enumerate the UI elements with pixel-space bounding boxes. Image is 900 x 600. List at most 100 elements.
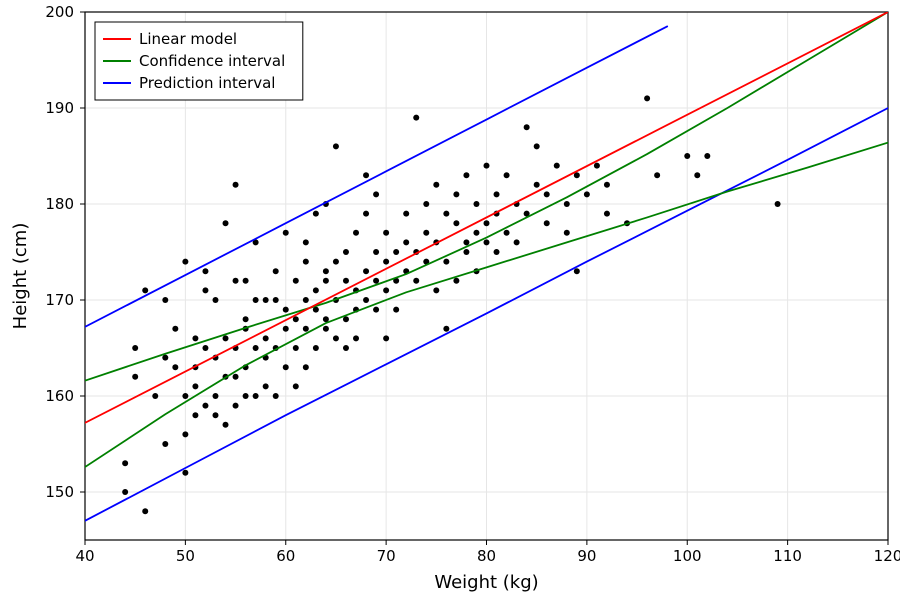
scatter-point (263, 297, 269, 303)
scatter-point (263, 383, 269, 389)
x-tick-label: 50 (176, 547, 195, 565)
scatter-point (243, 278, 249, 284)
scatter-point (353, 230, 359, 236)
scatter-point (283, 230, 289, 236)
scatter-point (202, 403, 208, 409)
legend-label: Confidence interval (139, 52, 285, 70)
scatter-point (463, 249, 469, 255)
scatter-point (554, 163, 560, 169)
x-tick-label: 60 (276, 547, 295, 565)
x-tick-label: 40 (75, 547, 94, 565)
y-tick-label: 200 (45, 3, 74, 21)
scatter-point (313, 287, 319, 293)
scatter-point (343, 345, 349, 351)
scatter-point (423, 201, 429, 207)
scatter-point (473, 230, 479, 236)
scatter-point (654, 172, 660, 178)
scatter-point (473, 201, 479, 207)
scatter-point (303, 239, 309, 245)
scatter-point (172, 364, 178, 370)
scatter-point (182, 259, 188, 265)
scatter-point (172, 326, 178, 332)
scatter-point (383, 335, 389, 341)
scatter-point (162, 297, 168, 303)
scatter-point (544, 191, 550, 197)
legend: Linear modelConfidence intervalPredictio… (95, 22, 303, 100)
legend-label: Linear model (139, 30, 237, 48)
scatter-point (303, 297, 309, 303)
scatter-point (192, 335, 198, 341)
scatter-point (293, 345, 299, 351)
y-tick-label: 170 (45, 291, 74, 309)
scatter-point (132, 345, 138, 351)
scatter-point (293, 278, 299, 284)
scatter-point (182, 431, 188, 437)
scatter-point (504, 172, 510, 178)
scatter-point (443, 326, 449, 332)
y-tick-label: 160 (45, 387, 74, 405)
scatter-point (393, 249, 399, 255)
scatter-point (333, 259, 339, 265)
scatter-point (644, 95, 650, 101)
scatter-point (273, 297, 279, 303)
scatter-point (373, 278, 379, 284)
scatter-point (233, 278, 239, 284)
scatter-point (504, 230, 510, 236)
scatter-point (253, 297, 259, 303)
scatter-point (423, 230, 429, 236)
scatter-point (223, 335, 229, 341)
scatter-point (212, 297, 218, 303)
y-axis-label: Height (cm) (10, 223, 31, 330)
scatter-point (373, 249, 379, 255)
scatter-point (494, 191, 500, 197)
scatter-point (233, 403, 239, 409)
scatter-point (383, 230, 389, 236)
y-tick-label: 150 (45, 483, 74, 501)
scatter-point (704, 153, 710, 159)
scatter-point (323, 268, 329, 274)
scatter-point (182, 393, 188, 399)
scatter-point (152, 393, 158, 399)
scatter-point (433, 287, 439, 293)
scatter-point (343, 249, 349, 255)
scatter-point (273, 268, 279, 274)
scatter-point (534, 143, 540, 149)
scatter-point (303, 364, 309, 370)
scatter-point (192, 412, 198, 418)
scatter-point (484, 239, 490, 245)
scatter-point (223, 422, 229, 428)
scatter-point (333, 143, 339, 149)
scatter-point (564, 230, 570, 236)
scatter-point (353, 335, 359, 341)
scatter-point (694, 172, 700, 178)
scatter-point (122, 489, 128, 495)
scatter-point (453, 220, 459, 226)
scatter-point (594, 163, 600, 169)
scatter-point (684, 153, 690, 159)
scatter-point (463, 172, 469, 178)
scatter-point (403, 211, 409, 217)
scatter-point (534, 182, 540, 188)
scatter-point (363, 268, 369, 274)
scatter-point (303, 259, 309, 265)
scatter-point (202, 287, 208, 293)
scatter-point (283, 326, 289, 332)
scatter-point (363, 211, 369, 217)
scatter-point (142, 508, 148, 514)
x-tick-label: 70 (377, 547, 396, 565)
scatter-point (514, 239, 520, 245)
scatter-point (494, 249, 500, 255)
scatter-point (413, 115, 419, 121)
chart-svg: 405060708090100110120150160170180190200W… (0, 0, 900, 600)
x-tick-label: 90 (577, 547, 596, 565)
scatter-point (373, 191, 379, 197)
scatter-point (403, 239, 409, 245)
scatter-point (453, 278, 459, 284)
scatter-point (142, 287, 148, 293)
scatter-point (323, 278, 329, 284)
scatter-point (283, 364, 289, 370)
scatter-point (313, 211, 319, 217)
scatter-point (243, 316, 249, 322)
scatter-point (544, 220, 550, 226)
scatter-point (383, 287, 389, 293)
